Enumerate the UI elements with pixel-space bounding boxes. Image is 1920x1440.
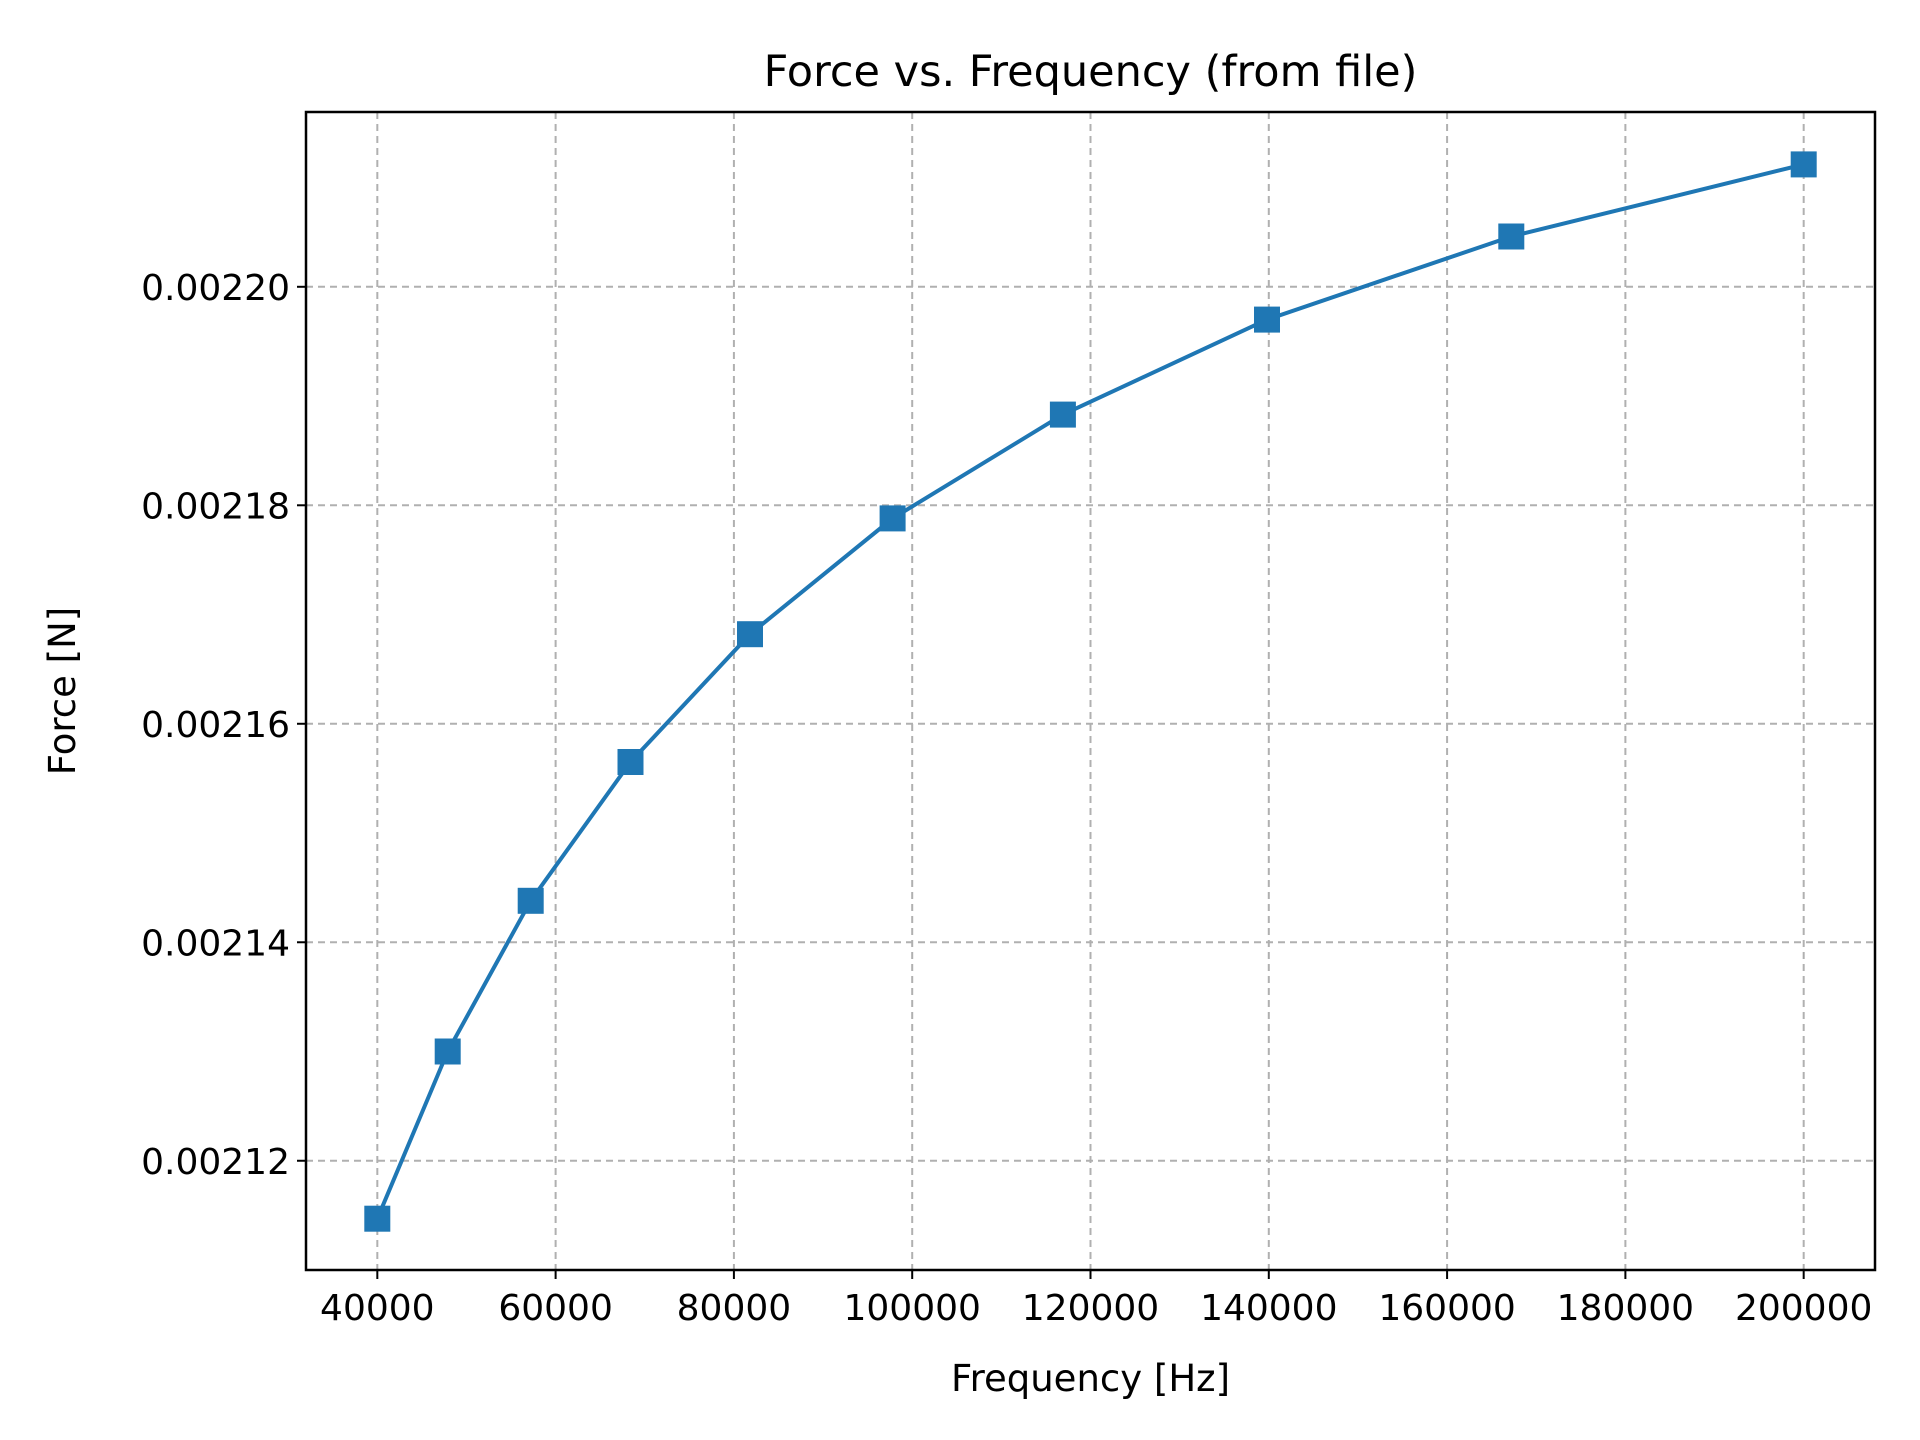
- x-tick-label: 120000: [1022, 1288, 1159, 1329]
- data-point-marker: [434, 1038, 461, 1065]
- data-point-marker: [517, 887, 544, 914]
- x-tick-label: 100000: [843, 1288, 980, 1329]
- data-point-marker: [364, 1205, 391, 1232]
- y-axis-label: Force [N]: [41, 607, 84, 775]
- y-tick-label: 0.00220: [141, 268, 290, 309]
- data-point-marker: [1498, 223, 1525, 250]
- x-tick-label: 140000: [1200, 1288, 1337, 1329]
- x-tick-label: 40000: [320, 1288, 435, 1329]
- x-tick-label: 200000: [1735, 1288, 1872, 1329]
- chart-title: Force vs. Frequency (from file): [764, 47, 1418, 97]
- data-point-marker: [737, 621, 763, 648]
- x-axis-label: Frequency [Hz]: [951, 1357, 1230, 1400]
- series-layer: [364, 151, 1817, 1232]
- y-tick-label: 0.00214: [141, 923, 290, 964]
- series-line: [375, 162, 1806, 1221]
- x-tick-label: 60000: [498, 1288, 613, 1329]
- data-point-marker: [879, 505, 906, 532]
- data-point-marker: [1254, 306, 1280, 333]
- ticks: 40000 60000 80000 100000 120000 140000 160000 1…: [141, 268, 1872, 1329]
- data-point-marker: [1790, 151, 1817, 178]
- x-tick-label: 160000: [1378, 1288, 1515, 1329]
- x-tick-label: 180000: [1557, 1288, 1694, 1329]
- x-tick-label: 80000: [677, 1288, 792, 1329]
- grid: [306, 112, 1875, 1270]
- y-tick-label: 0.00212: [141, 1142, 290, 1183]
- data-point-marker: [617, 749, 644, 775]
- y-tick-label: 0.00216: [141, 705, 290, 746]
- y-tick-label: 0.00218: [141, 486, 290, 527]
- data-point-marker: [1049, 401, 1076, 428]
